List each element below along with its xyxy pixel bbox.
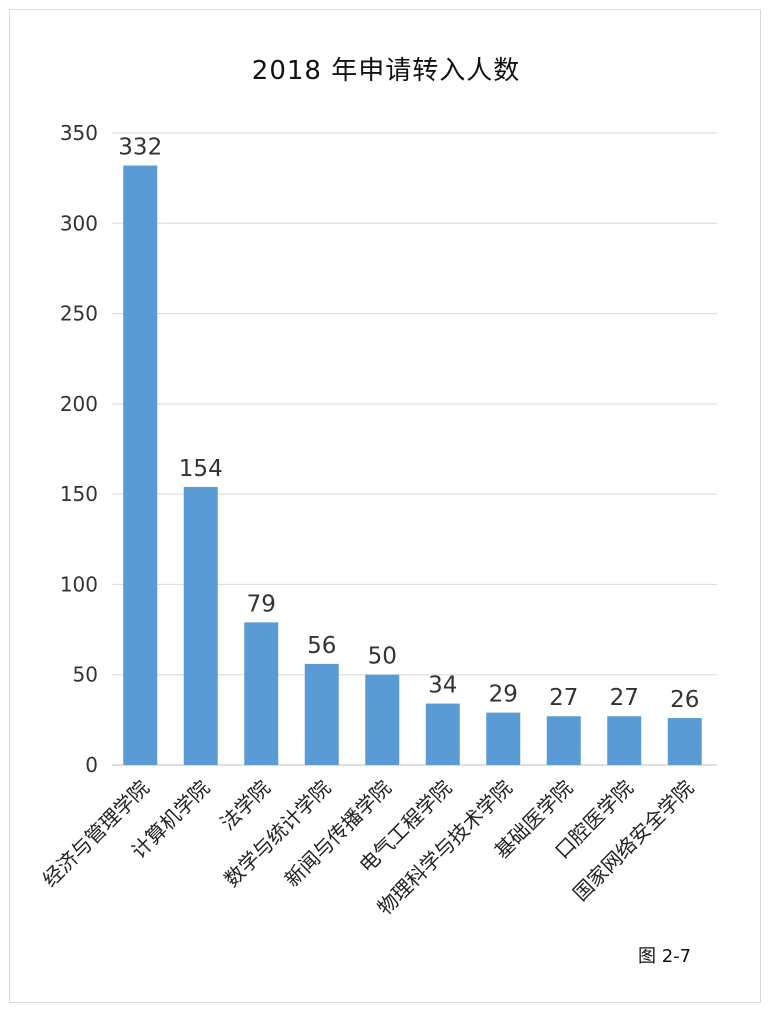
y-tick-label: 200 <box>60 392 98 416</box>
data-labels: 332 154 79 56 50 34 29 27 27 26 <box>118 135 699 714</box>
bar <box>123 165 158 765</box>
bar <box>667 718 702 765</box>
bar <box>607 716 642 765</box>
data-label: 26 <box>670 687 699 713</box>
data-label: 56 <box>307 633 336 659</box>
bar <box>183 486 218 765</box>
bar <box>365 674 400 765</box>
data-label: 29 <box>489 682 518 708</box>
x-tick-label: 法学院 <box>215 776 274 835</box>
bar <box>546 716 581 765</box>
y-tick-label: 100 <box>60 572 98 596</box>
bar <box>425 703 460 765</box>
chart-title: 2018 年申请转入人数 <box>251 56 521 86</box>
data-label: 50 <box>368 644 397 670</box>
data-label: 79 <box>247 591 276 617</box>
bar <box>486 712 521 765</box>
bar <box>304 663 339 765</box>
data-label: 27 <box>549 685 578 711</box>
x-tick-label: 新闻与传播学院 <box>280 776 396 892</box>
y-tick-label: 0 <box>85 753 98 777</box>
bar <box>244 622 279 765</box>
y-tick-label: 300 <box>60 211 98 235</box>
data-label: 332 <box>118 135 162 161</box>
bars <box>123 165 702 765</box>
x-tick-label: 经济与管理学院 <box>38 776 154 892</box>
data-label: 34 <box>428 673 457 699</box>
data-label: 27 <box>610 685 639 711</box>
data-label: 154 <box>179 456 223 482</box>
y-tick-label: 250 <box>60 302 98 326</box>
figure-caption: 图 2-7 <box>638 946 692 967</box>
y-tick-label: 50 <box>73 663 98 687</box>
y-axis: 0 50 100 150 200 250 300 350 <box>60 121 98 777</box>
x-tick-label: 数学与统计学院 <box>219 776 335 892</box>
y-tick-label: 350 <box>60 121 98 145</box>
y-tick-label: 150 <box>60 482 98 506</box>
